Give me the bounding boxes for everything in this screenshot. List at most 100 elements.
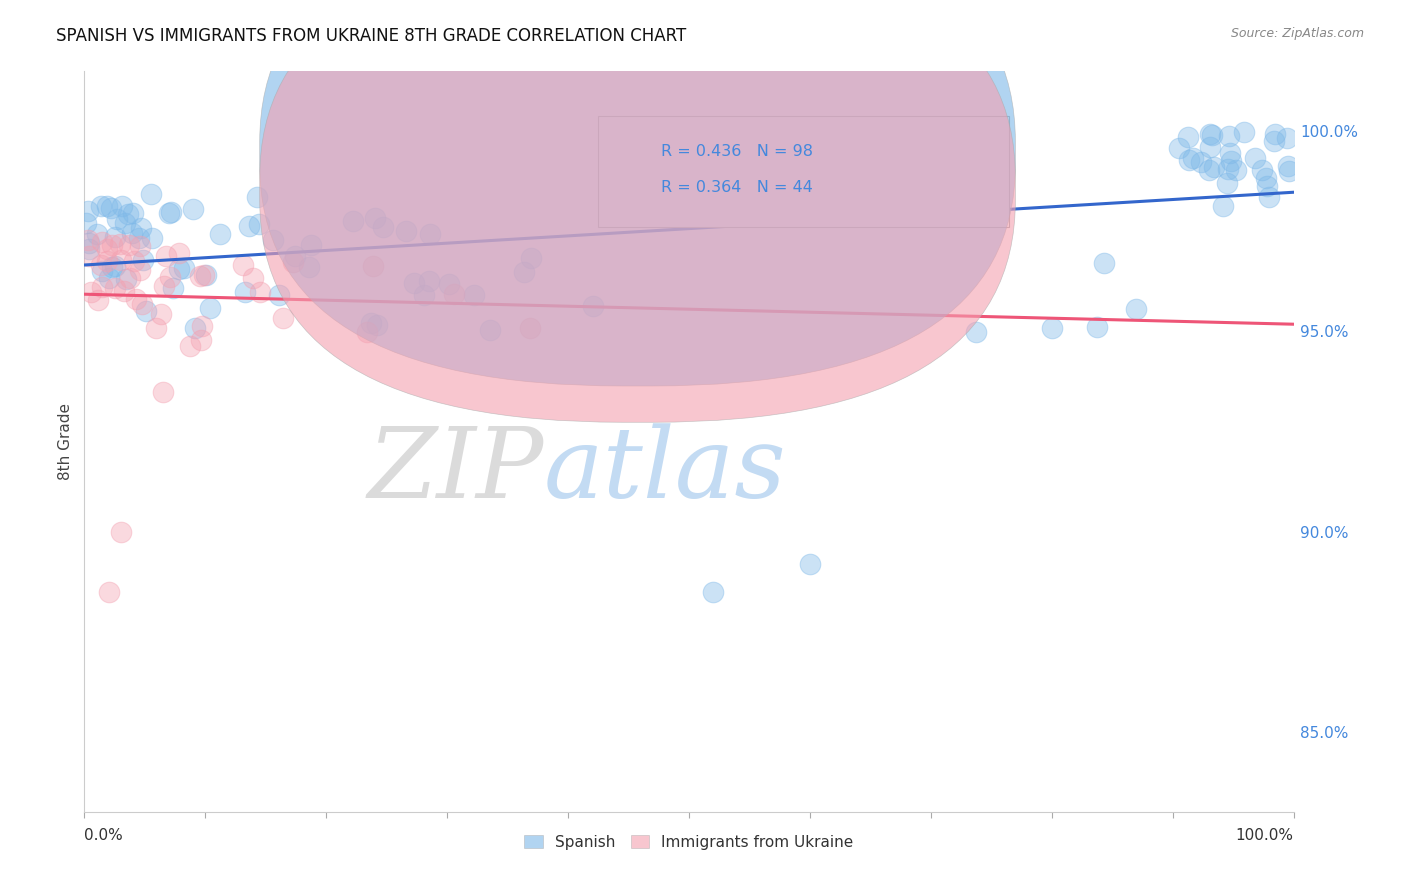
Point [1225,162,1247,177]
Point [1199,127,1222,141]
Point [91,235,114,249]
Point [114,216,136,230]
Point [360,316,382,330]
Point [242,271,264,285]
Point [1244,151,1267,165]
FancyBboxPatch shape [260,0,1015,422]
Point [366,318,388,333]
Point [77,249,100,263]
Point [104,259,127,273]
Point [129,221,152,235]
Point [77,203,100,218]
Point [157,206,180,220]
Point [1277,159,1299,173]
Point [1218,129,1240,144]
Point [1168,141,1191,155]
Point [702,584,724,599]
Point [1264,128,1286,142]
Point [77,233,100,247]
Point [141,231,163,245]
Point [1125,301,1147,316]
Point [112,284,135,298]
Point [75,216,97,230]
FancyBboxPatch shape [260,0,1015,386]
Point [110,524,132,539]
Point [437,277,460,291]
Point [247,217,270,231]
Point [160,204,183,219]
Text: R = 0.364   N = 44: R = 0.364 N = 44 [661,180,813,195]
Point [402,277,425,291]
Point [1212,199,1234,213]
Point [110,199,132,213]
Point [128,231,150,245]
Point [419,227,441,241]
Point [298,260,321,275]
Point [1251,163,1274,178]
Legend: Spanish, Immigrants from Ukraine: Spanish, Immigrants from Ukraine [519,829,859,856]
Point [173,261,195,276]
Point [135,303,157,318]
Point [1256,179,1278,194]
Point [150,307,173,321]
Point [443,287,465,301]
Point [87,293,110,307]
Text: Source: ZipAtlas.com: Source: ZipAtlas.com [1230,27,1364,40]
Point [1199,140,1222,154]
Point [105,211,128,226]
Point [104,281,127,295]
Point [96,254,118,268]
Point [125,292,148,306]
Point [179,339,201,353]
Point [519,321,541,335]
Point [139,186,162,201]
Point [1278,164,1301,178]
Point [169,262,191,277]
Point [200,301,222,315]
Point [1233,125,1256,139]
Point [103,230,125,244]
Point [159,270,181,285]
Point [188,268,211,283]
Point [520,251,543,265]
Point [131,296,153,310]
Point [167,246,190,260]
Point [299,238,322,252]
Point [184,321,207,335]
Point [1181,151,1204,165]
Point [238,219,260,233]
Point [181,202,204,216]
Point [1220,153,1243,168]
Point [90,199,112,213]
Point [129,263,152,277]
Point [283,255,305,269]
Point [121,227,143,241]
Point [361,260,384,274]
Point [96,242,118,256]
Point [233,285,256,299]
Point [97,271,120,285]
Point [356,325,378,339]
Point [122,206,145,220]
Point [1218,161,1240,176]
Point [118,270,141,285]
Point [1087,319,1109,334]
Y-axis label: 8th Grade: 8th Grade [58,403,73,480]
Point [77,235,100,250]
Point [90,264,112,278]
Point [129,239,152,253]
Point [246,190,269,204]
Point [342,213,364,227]
Point [271,310,294,325]
Point [1178,153,1201,168]
Point [373,219,395,234]
Point [152,384,174,399]
Point [269,287,291,301]
Point [100,238,122,252]
Point [1040,321,1063,335]
Point [191,318,214,333]
FancyBboxPatch shape [599,116,1010,227]
Point [1201,128,1223,142]
Text: 0.0%: 0.0% [84,828,124,843]
Point [1198,163,1220,178]
